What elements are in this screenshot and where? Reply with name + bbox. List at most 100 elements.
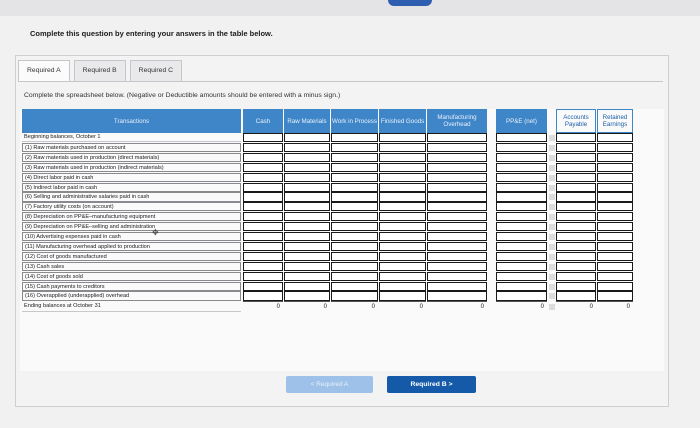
input-cell-accounts-payable[interactable] bbox=[556, 261, 596, 271]
input-cell-retained-earnings[interactable] bbox=[597, 291, 633, 301]
input-cell-ppe-net[interactable] bbox=[496, 133, 547, 143]
input-cell-manufacturing-overhead[interactable] bbox=[427, 192, 487, 202]
input-cell-finished-goods[interactable] bbox=[379, 261, 426, 271]
input-cell-finished-goods[interactable] bbox=[379, 271, 426, 281]
input-cell-work-in-process[interactable] bbox=[331, 291, 378, 301]
input-cell-finished-goods[interactable] bbox=[379, 133, 426, 143]
input-cell-retained-earnings[interactable] bbox=[597, 142, 633, 153]
input-cell-raw-materials[interactable] bbox=[284, 241, 330, 252]
input-cell-cash[interactable] bbox=[243, 162, 283, 172]
input-cell-manufacturing-overhead[interactable] bbox=[427, 291, 487, 301]
input-cell-raw-materials[interactable] bbox=[284, 133, 330, 143]
input-cell-finished-goods[interactable] bbox=[379, 232, 426, 242]
input-cell-accounts-payable[interactable] bbox=[556, 232, 596, 242]
input-cell-retained-earnings[interactable] bbox=[597, 251, 633, 261]
input-cell-manufacturing-overhead[interactable] bbox=[427, 261, 487, 271]
input-cell-retained-earnings[interactable] bbox=[597, 271, 633, 281]
input-cell-cash[interactable] bbox=[243, 281, 283, 291]
input-cell-ppe-net[interactable] bbox=[496, 142, 547, 153]
input-cell-ppe-net[interactable] bbox=[496, 172, 547, 182]
input-cell-work-in-process[interactable] bbox=[331, 281, 378, 291]
input-cell-raw-materials[interactable] bbox=[284, 261, 330, 271]
input-cell-finished-goods[interactable] bbox=[379, 281, 426, 291]
input-cell-ppe-net[interactable] bbox=[496, 222, 547, 232]
input-cell-work-in-process[interactable] bbox=[331, 192, 378, 202]
input-cell-retained-earnings[interactable] bbox=[597, 232, 633, 242]
input-cell-manufacturing-overhead[interactable] bbox=[427, 142, 487, 153]
input-cell-finished-goods[interactable] bbox=[379, 241, 426, 252]
input-cell-raw-materials[interactable] bbox=[284, 212, 330, 222]
input-cell-retained-earnings[interactable] bbox=[597, 152, 633, 162]
input-cell-manufacturing-overhead[interactable] bbox=[427, 172, 487, 182]
input-cell-cash[interactable] bbox=[243, 192, 283, 202]
input-cell-raw-materials[interactable] bbox=[284, 232, 330, 242]
input-cell-accounts-payable[interactable] bbox=[556, 291, 596, 301]
input-cell-accounts-payable[interactable] bbox=[556, 202, 596, 212]
input-cell-work-in-process[interactable] bbox=[331, 251, 378, 261]
input-cell-ppe-net[interactable] bbox=[496, 232, 547, 242]
input-cell-accounts-payable[interactable] bbox=[556, 251, 596, 261]
input-cell-retained-earnings[interactable] bbox=[597, 241, 633, 252]
input-cell-raw-materials[interactable] bbox=[284, 291, 330, 301]
input-cell-raw-materials[interactable] bbox=[284, 142, 330, 153]
input-cell-cash[interactable] bbox=[243, 222, 283, 232]
input-cell-accounts-payable[interactable] bbox=[556, 212, 596, 222]
input-cell-ppe-net[interactable] bbox=[496, 261, 547, 271]
input-cell-retained-earnings[interactable] bbox=[597, 261, 633, 271]
input-cell-finished-goods[interactable] bbox=[379, 222, 426, 232]
input-cell-work-in-process[interactable] bbox=[331, 142, 378, 153]
input-cell-ppe-net[interactable] bbox=[496, 241, 547, 252]
input-cell-retained-earnings[interactable] bbox=[597, 222, 633, 232]
input-cell-retained-earnings[interactable] bbox=[597, 202, 633, 212]
input-cell-accounts-payable[interactable] bbox=[556, 162, 596, 172]
input-cell-raw-materials[interactable] bbox=[284, 222, 330, 232]
input-cell-accounts-payable[interactable] bbox=[556, 182, 596, 192]
input-cell-retained-earnings[interactable] bbox=[597, 162, 633, 172]
input-cell-manufacturing-overhead[interactable] bbox=[427, 152, 487, 162]
input-cell-work-in-process[interactable] bbox=[331, 212, 378, 222]
input-cell-work-in-process[interactable] bbox=[331, 152, 378, 162]
input-cell-retained-earnings[interactable] bbox=[597, 182, 633, 192]
input-cell-work-in-process[interactable] bbox=[331, 232, 378, 242]
input-cell-raw-materials[interactable] bbox=[284, 202, 330, 212]
input-cell-finished-goods[interactable] bbox=[379, 152, 426, 162]
input-cell-raw-materials[interactable] bbox=[284, 281, 330, 291]
input-cell-cash[interactable] bbox=[243, 261, 283, 271]
input-cell-raw-materials[interactable] bbox=[284, 152, 330, 162]
prev-required-button[interactable]: < Required A bbox=[286, 376, 373, 393]
input-cell-retained-earnings[interactable] bbox=[597, 172, 633, 182]
input-cell-work-in-process[interactable] bbox=[331, 271, 378, 281]
input-cell-raw-materials[interactable] bbox=[284, 162, 330, 172]
input-cell-accounts-payable[interactable] bbox=[556, 271, 596, 281]
input-cell-cash[interactable] bbox=[243, 202, 283, 212]
input-cell-raw-materials[interactable] bbox=[284, 271, 330, 281]
input-cell-ppe-net[interactable] bbox=[496, 152, 547, 162]
input-cell-finished-goods[interactable] bbox=[379, 291, 426, 301]
input-cell-work-in-process[interactable] bbox=[331, 133, 378, 143]
input-cell-retained-earnings[interactable] bbox=[597, 212, 633, 222]
input-cell-accounts-payable[interactable] bbox=[556, 152, 596, 162]
input-cell-accounts-payable[interactable] bbox=[556, 133, 596, 143]
input-cell-accounts-payable[interactable] bbox=[556, 192, 596, 202]
input-cell-retained-earnings[interactable] bbox=[597, 192, 633, 202]
input-cell-ppe-net[interactable] bbox=[496, 202, 547, 212]
input-cell-work-in-process[interactable] bbox=[331, 222, 378, 232]
input-cell-finished-goods[interactable] bbox=[379, 202, 426, 212]
input-cell-cash[interactable] bbox=[243, 241, 283, 252]
input-cell-raw-materials[interactable] bbox=[284, 172, 330, 182]
tab-required-c[interactable]: Required C bbox=[129, 60, 183, 82]
input-cell-work-in-process[interactable] bbox=[331, 162, 378, 172]
input-cell-raw-materials[interactable] bbox=[284, 251, 330, 261]
input-cell-finished-goods[interactable] bbox=[379, 172, 426, 182]
input-cell-finished-goods[interactable] bbox=[379, 192, 426, 202]
input-cell-finished-goods[interactable] bbox=[379, 212, 426, 222]
input-cell-manufacturing-overhead[interactable] bbox=[427, 202, 487, 212]
input-cell-cash[interactable] bbox=[243, 182, 283, 192]
input-cell-cash[interactable] bbox=[243, 152, 283, 162]
input-cell-accounts-payable[interactable] bbox=[556, 222, 596, 232]
input-cell-manufacturing-overhead[interactable] bbox=[427, 222, 487, 232]
input-cell-manufacturing-overhead[interactable] bbox=[427, 133, 487, 143]
input-cell-manufacturing-overhead[interactable] bbox=[427, 271, 487, 281]
tab-required-b[interactable]: Required B bbox=[73, 60, 126, 82]
input-cell-finished-goods[interactable] bbox=[379, 182, 426, 192]
